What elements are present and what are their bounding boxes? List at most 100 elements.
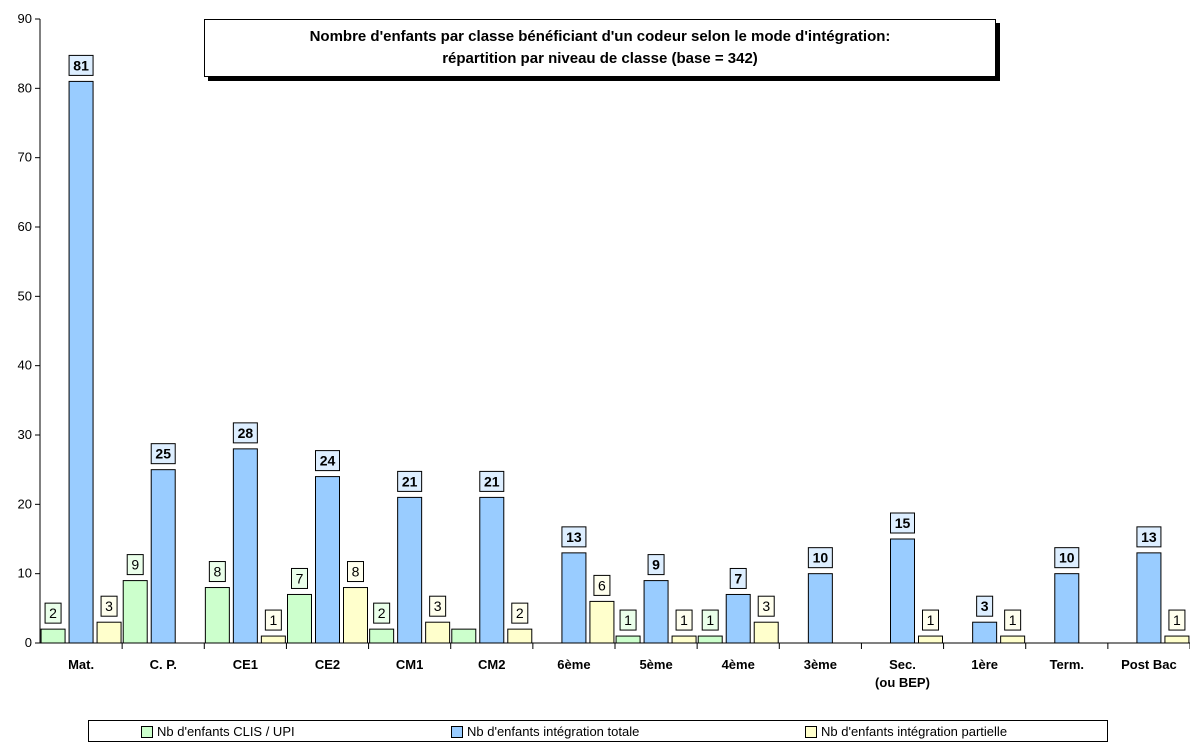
bar [671, 635, 697, 644]
data-label-box [264, 609, 282, 631]
data-label-box [291, 567, 308, 589]
data-label: 15 [895, 515, 911, 531]
bar [561, 552, 587, 644]
y-tick-label: 80 [18, 80, 32, 95]
data-label: 1 [624, 612, 632, 628]
x-tick-label: 5ème [639, 657, 672, 672]
data-label-box [1168, 609, 1186, 631]
data-label: 2 [516, 605, 524, 621]
bar [425, 621, 451, 644]
bar [479, 496, 505, 644]
data-label: 10 [1059, 550, 1075, 566]
bar [287, 593, 312, 644]
x-tick-label: 3ème [804, 657, 837, 672]
data-label-box [922, 609, 939, 631]
legend-item-totale: Nb d'enfants intégration totale [451, 724, 639, 739]
data-label-box [150, 443, 176, 465]
chart-title-line2: répartition par niveau de classe (base =… [442, 50, 758, 67]
data-label: 81 [73, 57, 89, 73]
data-label-box [479, 470, 505, 492]
x-tick-label: 1ère [971, 657, 998, 672]
data-label-box [976, 595, 994, 617]
bar [807, 573, 833, 644]
data-label-box [1054, 547, 1080, 569]
legend-item-partielle: Nb d'enfants intégration partielle [805, 724, 1007, 739]
bar [232, 448, 258, 644]
data-label: 1 [269, 612, 277, 628]
x-tick-label: CE1 [233, 657, 258, 672]
data-label: 3 [762, 598, 770, 614]
data-label: 7 [734, 570, 742, 586]
bar [1000, 635, 1026, 644]
data-label: 6 [598, 577, 606, 593]
data-label-box [647, 554, 665, 576]
bar [1136, 552, 1162, 644]
bar [725, 593, 751, 644]
chart-title: Nombre d'enfants par classe bénéficiant … [204, 19, 996, 77]
data-label: 3 [434, 598, 442, 614]
data-label: 1 [680, 612, 688, 628]
data-label-box [675, 609, 693, 631]
data-label: 25 [155, 446, 171, 462]
data-label: 21 [484, 473, 500, 489]
legend-swatch-partielle [805, 725, 817, 738]
bar [122, 580, 148, 644]
data-label-box [126, 554, 144, 576]
data-label-box [100, 595, 118, 617]
bar [753, 621, 779, 644]
data-label: 13 [1141, 529, 1157, 545]
bar [68, 80, 94, 644]
bar [507, 628, 533, 644]
x-tick-label: Mat. [68, 657, 94, 672]
bar [972, 621, 998, 644]
data-label-box [729, 567, 747, 589]
bar [204, 587, 230, 644]
data-label: 1 [1173, 612, 1181, 628]
y-tick-label: 70 [18, 150, 32, 165]
x-tick-label: Post Bac [1121, 657, 1177, 672]
bar [1164, 635, 1190, 644]
legend-swatch-clis [141, 725, 153, 738]
data-label: 10 [813, 550, 829, 566]
bars [40, 80, 1190, 644]
data-label-box [44, 602, 62, 624]
data-label-box [511, 602, 529, 624]
bar [643, 580, 669, 644]
data-label-box [593, 574, 611, 596]
data-label-box [561, 526, 587, 548]
data-label-box [890, 512, 915, 534]
bar [589, 600, 615, 644]
data-label-box [619, 609, 637, 631]
data-label: 1 [1009, 612, 1017, 628]
y-tick-label: 20 [18, 496, 32, 511]
data-label: 2 [378, 605, 386, 621]
data-label: 21 [402, 473, 418, 489]
bar [890, 538, 915, 644]
data-label: 3 [981, 598, 989, 614]
legend-label-partielle: Nb d'enfants intégration partielle [821, 724, 1008, 739]
legend: Nb d'enfants CLIS / UPI Nb d'enfants int… [88, 720, 1108, 742]
bar [315, 476, 340, 644]
data-label: 24 [320, 453, 336, 469]
data-label-box [1004, 609, 1022, 631]
data-label-box [1136, 526, 1162, 548]
data-label: 9 [652, 557, 660, 573]
data-label-box [208, 561, 226, 583]
data-label-box [429, 595, 447, 617]
bar [96, 621, 122, 644]
data-label: 2 [49, 605, 57, 621]
y-tick-label: 30 [18, 427, 32, 442]
data-label: 8 [213, 564, 221, 580]
x-tick-label: Sec. [889, 657, 916, 672]
x-tick-label: CM2 [478, 657, 505, 672]
data-label: 8 [352, 564, 360, 580]
legend-label-clis: Nb d'enfants CLIS / UPI [157, 724, 295, 739]
data-label-box [232, 422, 258, 444]
bar [40, 628, 66, 644]
x-tick-label: Term. [1050, 657, 1084, 672]
chart-title-line1: Nombre d'enfants par classe bénéficiant … [309, 28, 891, 45]
axes: 0 10 20 30 40 50 60 70 80 90 Mat. C. P. CE1 CE2 CM1 CM2… [18, 11, 1190, 690]
y-tick-label: 50 [18, 288, 32, 303]
bar [150, 469, 176, 644]
